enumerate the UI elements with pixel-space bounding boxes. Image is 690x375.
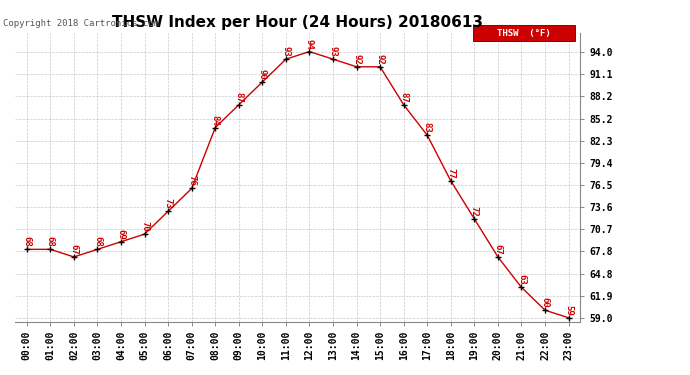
Text: 72: 72 — [470, 206, 479, 217]
Text: 87: 87 — [235, 92, 244, 102]
Text: 94: 94 — [305, 39, 314, 49]
Text: 90: 90 — [258, 69, 267, 80]
Bar — [473, 26, 575, 41]
Text: 93: 93 — [328, 46, 337, 57]
Text: 68: 68 — [22, 236, 31, 247]
Text: 93: 93 — [282, 46, 290, 57]
Text: 83: 83 — [423, 122, 432, 133]
Text: 67: 67 — [493, 244, 502, 255]
Text: 59: 59 — [564, 305, 573, 315]
Text: THSW  (°F): THSW (°F) — [497, 29, 551, 38]
Text: 63: 63 — [517, 274, 526, 285]
Text: 92: 92 — [375, 54, 384, 64]
Text: 60: 60 — [540, 297, 549, 308]
Title: THSW Index per Hour (24 Hours) 20180613: THSW Index per Hour (24 Hours) 20180613 — [112, 15, 483, 30]
Text: 76: 76 — [187, 176, 196, 186]
Text: 70: 70 — [140, 221, 149, 232]
Text: Copyright 2018 Cartronics.com: Copyright 2018 Cartronics.com — [3, 19, 159, 28]
Text: 69: 69 — [117, 229, 126, 240]
Text: 87: 87 — [400, 92, 408, 102]
Text: 73: 73 — [164, 198, 172, 209]
Text: 68: 68 — [46, 236, 55, 247]
Text: 67: 67 — [70, 244, 79, 255]
Text: 84: 84 — [210, 115, 219, 125]
Text: 92: 92 — [352, 54, 361, 64]
Text: 68: 68 — [93, 236, 102, 247]
Text: 77: 77 — [446, 168, 455, 178]
